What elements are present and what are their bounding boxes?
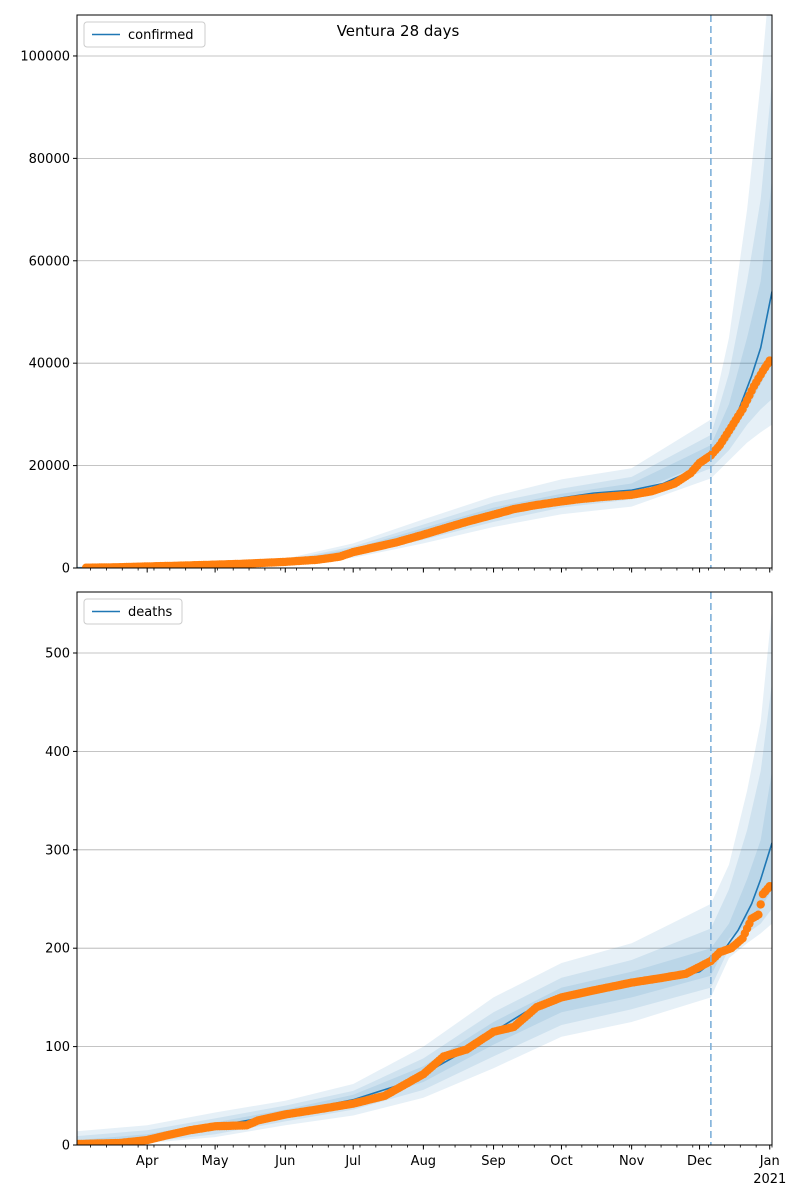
x-tick-label: Jul bbox=[344, 1154, 361, 1169]
x-tick-label: Apr bbox=[136, 1154, 159, 1169]
plot-area bbox=[77, 608, 772, 1145]
figure-title: Ventura 28 days bbox=[337, 22, 460, 40]
y-tick-label: 0 bbox=[62, 1139, 70, 1154]
x-year-label: 2021 bbox=[753, 1172, 786, 1187]
x-tick-label: Nov bbox=[619, 1154, 645, 1169]
observed-point bbox=[765, 356, 772, 365]
x-tick-label: Aug bbox=[411, 1154, 436, 1169]
legend-label: deaths bbox=[128, 605, 173, 620]
y-tick-label: 40000 bbox=[29, 357, 70, 372]
x-tick-label: Jun bbox=[274, 1154, 295, 1169]
legend-label: confirmed bbox=[128, 28, 194, 43]
uncertainty-band bbox=[77, 608, 772, 1145]
plot-area bbox=[77, 15, 772, 568]
legend-box bbox=[83, 598, 183, 625]
y-tick-label: 0 bbox=[62, 562, 70, 577]
y-tick-label: 100000 bbox=[20, 49, 70, 64]
x-tick-label: May bbox=[202, 1154, 229, 1169]
y-tick-label: 80000 bbox=[29, 152, 70, 167]
x-tick-label: Sep bbox=[481, 1154, 506, 1169]
axes-frame bbox=[76, 591, 773, 1146]
y-tick-label: 100 bbox=[45, 1040, 70, 1055]
confirmed-panel: 0 20000 40000 60000 80000 100000 confirmed bbox=[20, 14, 773, 577]
legend-box bbox=[83, 21, 206, 48]
observed-point bbox=[754, 910, 763, 919]
deaths-panel: 0 100 200 300 400 500 Apr May Jun Jul Aug Sep Oct Nov… bbox=[45, 591, 786, 1187]
observed-point bbox=[756, 900, 765, 909]
x-tick-label: Dec bbox=[687, 1154, 712, 1169]
y-tick-label: 60000 bbox=[29, 254, 70, 269]
observed-point bbox=[765, 882, 772, 891]
x-tick-label: Jan bbox=[759, 1154, 780, 1169]
y-tick-label: 400 bbox=[45, 745, 70, 760]
y-tick-label: 200 bbox=[45, 942, 70, 957]
x-tick-label: Oct bbox=[550, 1154, 572, 1169]
y-tick-label: 500 bbox=[45, 647, 70, 662]
axes-frame bbox=[76, 14, 773, 569]
y-tick-label: 20000 bbox=[29, 459, 70, 474]
y-tick-label: 300 bbox=[45, 843, 70, 858]
